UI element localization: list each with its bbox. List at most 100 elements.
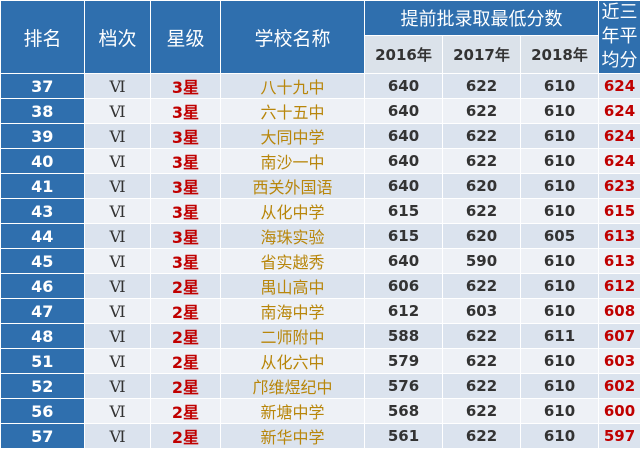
header-stars: 星级 (151, 1, 221, 74)
star-rating-cell: 2星 (151, 274, 221, 299)
score-2018-cell: 610 (521, 199, 599, 224)
score-2017-cell: 622 (443, 324, 521, 349)
score-2018-cell: 610 (521, 124, 599, 149)
school-name-cell: 禺山高中 (221, 274, 365, 299)
star-rating-cell: 3星 (151, 74, 221, 99)
school-name-cell: 八十九中 (221, 74, 365, 99)
score-2018-cell: 610 (521, 299, 599, 324)
rank-cell: 57 (1, 424, 85, 449)
rank-cell: 51 (1, 349, 85, 374)
star-rating-cell: 2星 (151, 324, 221, 349)
school-name-cell: 二师附中 (221, 324, 365, 349)
star-rating-cell: 3星 (151, 149, 221, 174)
level-cell: Ⅵ (85, 249, 151, 274)
school-name-cell: 六十五中 (221, 99, 365, 124)
level-cell: Ⅵ (85, 149, 151, 174)
score-2017-cell: 622 (443, 99, 521, 124)
score-2018-cell: 611 (521, 324, 599, 349)
average-score-cell: 603 (599, 349, 640, 374)
rank-cell: 39 (1, 124, 85, 149)
table-header: 排名 档次 星级 学校名称 提前批录取最低分数 近三年平均分 2016年 201… (1, 1, 640, 74)
level-cell: Ⅵ (85, 274, 151, 299)
score-2016-cell: 640 (365, 149, 443, 174)
score-2016-cell: 588 (365, 324, 443, 349)
average-score-cell: 602 (599, 374, 640, 399)
average-score-cell: 624 (599, 99, 640, 124)
score-2017-cell: 622 (443, 399, 521, 424)
school-name-cell: 新塘中学 (221, 399, 365, 424)
average-score-cell: 613 (599, 224, 640, 249)
school-name-cell: 西关外国语 (221, 174, 365, 199)
level-cell: Ⅵ (85, 199, 151, 224)
school-name-cell: 从化六中 (221, 349, 365, 374)
average-score-cell: 624 (599, 74, 640, 99)
score-2016-cell: 576 (365, 374, 443, 399)
average-score-cell: 624 (599, 124, 640, 149)
score-2018-cell: 610 (521, 149, 599, 174)
score-2017-cell: 590 (443, 249, 521, 274)
star-rating-cell: 3星 (151, 199, 221, 224)
school-name-cell: 大同中学 (221, 124, 365, 149)
score-2016-cell: 640 (365, 249, 443, 274)
score-2018-cell: 605 (521, 224, 599, 249)
header-year-2017: 2017年 (443, 36, 521, 74)
header-level: 档次 (85, 1, 151, 74)
score-2018-cell: 610 (521, 399, 599, 424)
rank-cell: 47 (1, 299, 85, 324)
average-score-cell: 624 (599, 149, 640, 174)
level-cell: Ⅵ (85, 399, 151, 424)
star-rating-cell: 3星 (151, 124, 221, 149)
score-2018-cell: 610 (521, 274, 599, 299)
star-rating-cell: 3星 (151, 99, 221, 124)
score-2017-cell: 603 (443, 299, 521, 324)
header-school: 学校名称 (221, 1, 365, 74)
score-2017-cell: 622 (443, 74, 521, 99)
average-score-cell: 607 (599, 324, 640, 349)
score-2016-cell: 640 (365, 74, 443, 99)
level-cell: Ⅵ (85, 324, 151, 349)
score-2017-cell: 620 (443, 174, 521, 199)
star-rating-cell: 3星 (151, 174, 221, 199)
score-2016-cell: 615 (365, 199, 443, 224)
score-2018-cell: 610 (521, 349, 599, 374)
score-2016-cell: 606 (365, 274, 443, 299)
score-2018-cell: 610 (521, 74, 599, 99)
header-average: 近三年平均分 (599, 1, 640, 74)
level-cell: Ⅵ (85, 174, 151, 199)
level-cell: Ⅵ (85, 374, 151, 399)
average-score-cell: 613 (599, 249, 640, 274)
school-name-cell: 南海中学 (221, 299, 365, 324)
score-2017-cell: 620 (443, 224, 521, 249)
rank-cell: 43 (1, 199, 85, 224)
school-name-cell: 从化中学 (221, 199, 365, 224)
score-2017-cell: 622 (443, 424, 521, 449)
header-year-2016: 2016年 (365, 36, 443, 74)
school-name-cell: 省实越秀 (221, 249, 365, 274)
score-2016-cell: 640 (365, 99, 443, 124)
average-score-cell: 623 (599, 174, 640, 199)
level-cell: Ⅵ (85, 99, 151, 124)
level-cell: Ⅵ (85, 349, 151, 374)
rank-cell: 40 (1, 149, 85, 174)
rank-cell: 52 (1, 374, 85, 399)
school-name-cell: 新华中学 (221, 424, 365, 449)
score-2018-cell: 610 (521, 99, 599, 124)
rank-cell: 46 (1, 274, 85, 299)
rank-cell: 37 (1, 74, 85, 99)
score-2016-cell: 568 (365, 399, 443, 424)
level-cell: Ⅵ (85, 124, 151, 149)
